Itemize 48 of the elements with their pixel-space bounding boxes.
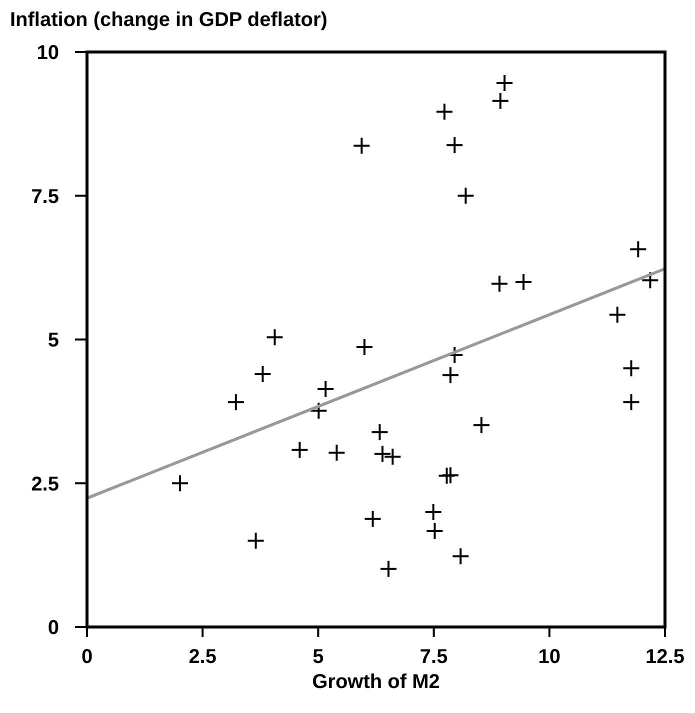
y-tick-label: 2.5 — [31, 473, 59, 496]
point — [490, 274, 508, 293]
point — [622, 393, 640, 412]
point — [170, 474, 189, 492]
point — [629, 240, 648, 258]
point — [290, 440, 309, 459]
x-axis-title: Growth of M2 — [312, 671, 440, 693]
point — [491, 92, 510, 110]
x-tick-label: 2.5 — [188, 646, 217, 668]
point — [310, 402, 328, 420]
point — [379, 560, 398, 578]
y-axis-title: Inflation (change in GDP deflator) — [10, 9, 328, 31]
point — [328, 444, 346, 462]
x-tick-label: 7.5 — [420, 646, 448, 668]
x-tick-label: 5 — [312, 646, 324, 668]
point — [514, 273, 533, 291]
point — [446, 136, 464, 154]
x-tick-label: 12.5 — [646, 646, 684, 668]
point — [641, 271, 660, 290]
point — [452, 547, 470, 566]
point — [226, 393, 245, 412]
point — [370, 423, 389, 442]
point — [441, 466, 460, 484]
point — [438, 466, 456, 485]
point — [472, 416, 490, 434]
point — [435, 102, 454, 121]
y-tick-label: 5 — [48, 330, 59, 352]
point — [608, 306, 626, 324]
point — [355, 338, 374, 356]
point — [246, 532, 265, 550]
y-tick-label: 7.5 — [31, 186, 59, 208]
point — [266, 328, 284, 346]
point — [373, 444, 392, 463]
x-tick-label: 10 — [538, 646, 561, 668]
y-tick-label: 0 — [48, 617, 59, 639]
point — [426, 522, 444, 540]
point — [384, 448, 402, 466]
point — [456, 186, 475, 205]
x-tick-label: 0 — [81, 646, 93, 668]
point — [622, 359, 640, 378]
point — [441, 366, 460, 384]
point — [364, 510, 382, 528]
point — [496, 74, 514, 92]
y-tick-label: 10 — [36, 42, 59, 64]
point — [352, 136, 371, 155]
point — [254, 365, 272, 383]
point — [424, 503, 442, 521]
point — [316, 380, 335, 398]
